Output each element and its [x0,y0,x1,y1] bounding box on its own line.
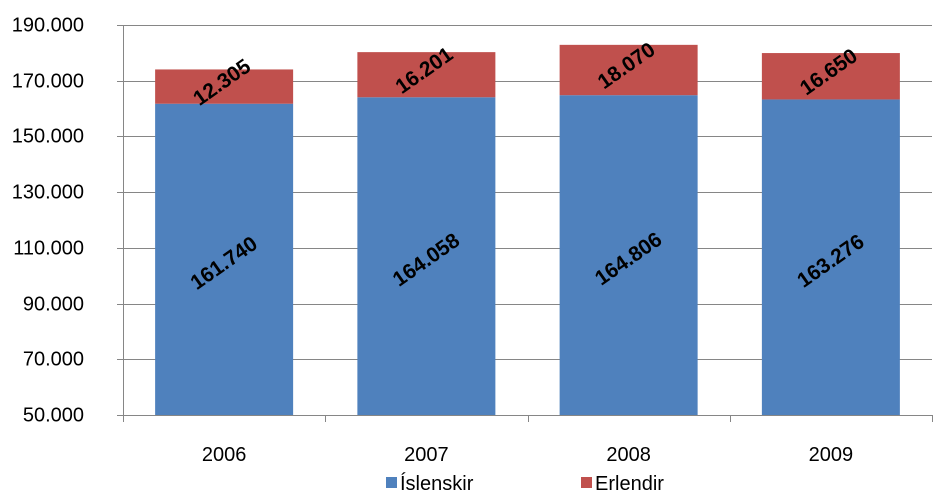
y-tick-label: 70.000 [23,349,84,371]
x-tick-label: 2006 [202,444,247,466]
legend-label: Íslenskir [400,472,474,495]
y-tick-label: 130.000 [12,182,84,204]
x-axis: 2006 2007 2008 2009 [123,415,933,466]
bar-erlendir-2008 [559,44,698,96]
bars [155,44,900,415]
bar-erlendir-2006 [155,69,294,104]
legend-label: Erlendir [595,473,664,495]
bar-slenskir-2009 [761,99,900,415]
x-tick-label: 2009 [809,444,854,466]
legend-swatch [581,477,592,488]
y-tick-label: 150.000 [12,126,84,148]
y-axis: 50.000 70.000 90.000 110.000 130.000 150.000 1… [12,15,124,427]
bar-erlendir-2007 [357,52,496,98]
bar-slenskir-2007 [357,97,496,415]
legend: Íslenskir Erlendir [386,472,664,495]
y-tick-label: 110.000 [13,238,84,260]
y-tick-label: 50.000 [23,405,84,427]
y-tick-label: 170.000 [12,71,84,93]
bar-erlendir-2009 [761,53,900,100]
bar-slenskir-2008 [559,95,698,415]
x-tick-label: 2008 [606,444,651,466]
legend-swatch [386,477,397,488]
y-tick-label: 90.000 [23,294,84,316]
bar-slenskir-2006 [155,103,294,415]
y-tick-label: 190.000 [12,15,84,37]
x-tick-label: 2007 [404,444,449,466]
